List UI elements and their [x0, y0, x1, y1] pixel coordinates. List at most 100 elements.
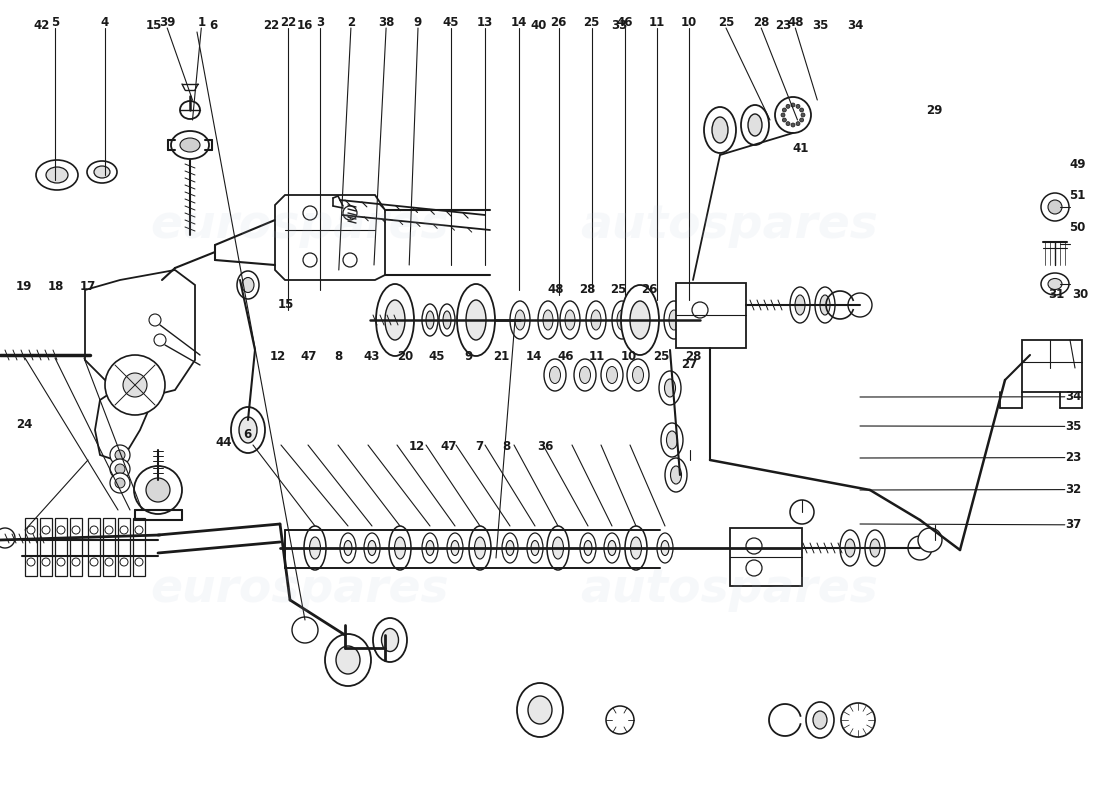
Ellipse shape — [565, 310, 575, 330]
Text: 12: 12 — [271, 350, 286, 362]
Circle shape — [781, 113, 785, 117]
Circle shape — [292, 617, 318, 643]
Text: 13: 13 — [477, 15, 493, 29]
Ellipse shape — [451, 541, 459, 555]
Text: 30: 30 — [1072, 288, 1089, 301]
Text: 25: 25 — [584, 15, 600, 29]
Circle shape — [120, 558, 128, 566]
Circle shape — [135, 558, 143, 566]
Ellipse shape — [621, 285, 659, 355]
Ellipse shape — [865, 530, 886, 566]
Text: 23: 23 — [1065, 451, 1081, 464]
Ellipse shape — [528, 696, 552, 724]
Ellipse shape — [538, 301, 558, 339]
Text: 26: 26 — [641, 283, 657, 296]
Ellipse shape — [447, 533, 463, 563]
Text: 22: 22 — [264, 19, 279, 32]
Text: 40: 40 — [531, 19, 547, 32]
Text: 24: 24 — [16, 418, 32, 430]
Text: 31: 31 — [1048, 288, 1065, 301]
Ellipse shape — [180, 138, 200, 152]
Ellipse shape — [601, 359, 623, 391]
Ellipse shape — [586, 301, 606, 339]
Text: 3: 3 — [316, 15, 324, 29]
Bar — [88, 518, 100, 576]
Ellipse shape — [580, 533, 596, 563]
Ellipse shape — [815, 287, 835, 323]
Ellipse shape — [790, 287, 810, 323]
Ellipse shape — [580, 366, 591, 383]
Ellipse shape — [466, 300, 486, 340]
Circle shape — [800, 118, 804, 122]
Ellipse shape — [591, 310, 601, 330]
Text: 47: 47 — [301, 350, 317, 362]
Circle shape — [746, 560, 762, 576]
Text: eurospares: eurospares — [150, 202, 449, 247]
Circle shape — [154, 334, 166, 346]
Circle shape — [28, 558, 35, 566]
Ellipse shape — [547, 526, 569, 570]
Text: 11: 11 — [649, 15, 664, 29]
Circle shape — [1048, 200, 1062, 214]
Ellipse shape — [426, 311, 434, 329]
Circle shape — [848, 293, 872, 317]
Ellipse shape — [527, 533, 543, 563]
Ellipse shape — [661, 423, 683, 457]
Circle shape — [908, 536, 932, 560]
Circle shape — [123, 373, 147, 397]
Text: 39: 39 — [160, 15, 175, 29]
Circle shape — [791, 103, 795, 107]
Ellipse shape — [870, 539, 880, 557]
Ellipse shape — [180, 101, 200, 119]
Ellipse shape — [309, 537, 320, 559]
Ellipse shape — [625, 526, 647, 570]
Text: 8: 8 — [502, 440, 510, 453]
Text: 42: 42 — [34, 19, 50, 32]
Ellipse shape — [664, 301, 684, 339]
Circle shape — [786, 104, 790, 108]
Ellipse shape — [336, 646, 360, 674]
Text: 33: 33 — [612, 19, 627, 32]
Ellipse shape — [820, 295, 830, 315]
Ellipse shape — [304, 526, 326, 570]
Ellipse shape — [604, 533, 620, 563]
Ellipse shape — [748, 114, 762, 136]
Ellipse shape — [376, 284, 414, 356]
Ellipse shape — [170, 131, 209, 159]
Circle shape — [776, 97, 811, 133]
Ellipse shape — [659, 371, 681, 405]
Text: 1: 1 — [197, 15, 206, 29]
Text: autospares: autospares — [580, 202, 878, 247]
Ellipse shape — [630, 301, 650, 339]
Text: 15: 15 — [146, 19, 162, 32]
Circle shape — [57, 526, 65, 534]
Circle shape — [90, 526, 98, 534]
Text: 20: 20 — [397, 350, 412, 362]
Ellipse shape — [364, 533, 380, 563]
Bar — [1022, 340, 1082, 392]
Ellipse shape — [617, 310, 627, 330]
Text: 35: 35 — [813, 19, 828, 32]
Text: 5: 5 — [51, 15, 59, 29]
Ellipse shape — [704, 107, 736, 153]
Text: 38: 38 — [378, 15, 394, 29]
Text: 26: 26 — [551, 15, 566, 29]
Circle shape — [1041, 193, 1069, 221]
Ellipse shape — [382, 629, 398, 651]
Circle shape — [72, 526, 80, 534]
Bar — [55, 518, 67, 576]
Text: 32: 32 — [1065, 483, 1081, 496]
Ellipse shape — [439, 304, 455, 336]
Ellipse shape — [632, 366, 644, 383]
Text: 8: 8 — [334, 350, 343, 362]
Circle shape — [343, 253, 358, 267]
Bar — [730, 528, 802, 586]
Ellipse shape — [426, 541, 434, 555]
Bar — [133, 518, 145, 576]
Text: 17: 17 — [80, 280, 96, 293]
Ellipse shape — [456, 284, 495, 356]
Ellipse shape — [510, 301, 530, 339]
Bar — [25, 518, 37, 576]
Circle shape — [116, 450, 125, 460]
Ellipse shape — [506, 541, 514, 555]
